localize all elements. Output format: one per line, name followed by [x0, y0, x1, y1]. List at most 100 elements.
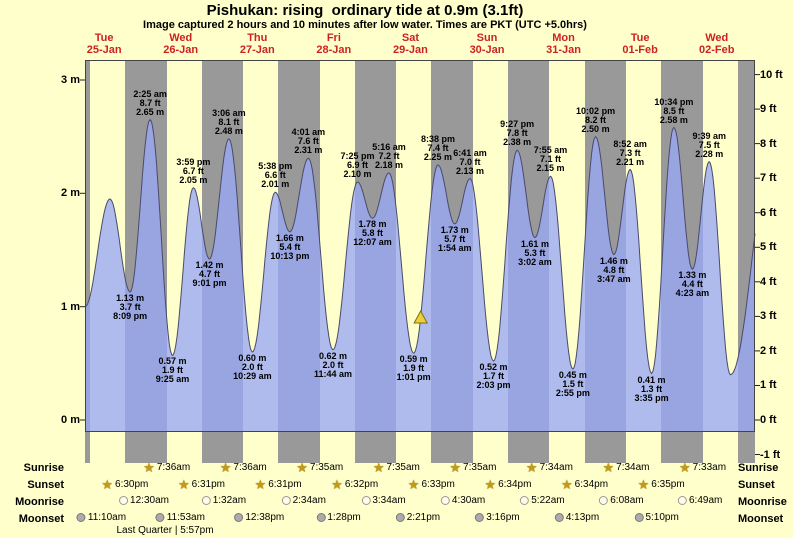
- sun-star-icon: ★: [219, 460, 232, 475]
- high-tide-annotation: 2:25 am 8.7 ft 2.65 m: [133, 88, 167, 117]
- low-tide-annotation: 1.46 m 4.8 ft 3:47 am: [597, 255, 631, 284]
- day-label: Wed 02-Feb: [698, 32, 735, 56]
- sun-star-icon: ★: [484, 477, 497, 492]
- sunset-entry: ★ 6:31pm: [178, 478, 225, 491]
- day-label: Fri 28-Jan: [316, 32, 352, 56]
- night-band: [85, 60, 91, 463]
- low-tide-annotation: 1.42 m 4.7 ft 9:01 pm: [192, 260, 227, 289]
- sunset-entry: ★ 6:34pm: [484, 478, 531, 491]
- sun-star-icon: ★: [296, 460, 308, 475]
- sun-star-icon: ★: [602, 460, 615, 475]
- moon-dark-icon: [554, 513, 564, 522]
- moonrise-time: 6:49am: [688, 495, 723, 506]
- moonset-entry: 12:38pm: [234, 512, 284, 523]
- feet-axis-label: 10 ft: [760, 68, 783, 81]
- moonrise-entry: 6:49am: [677, 495, 723, 506]
- moonset-entry: 1:28pm: [316, 512, 361, 523]
- moonset-entry: 5:10pm: [634, 512, 679, 523]
- low-tide-annotation: 1.33 m 4.4 ft 4:23 am: [675, 270, 710, 299]
- low-tide-annotation: 0.41 m 1.3 ft 3:35 pm: [634, 374, 669, 403]
- sunset-entry: ★ 6:30pm: [101, 478, 148, 491]
- sunset-time: 6:32pm: [344, 479, 379, 490]
- feet-axis-label: 8 ft: [760, 137, 777, 150]
- day-label: Mon 31-Jan: [546, 32, 581, 56]
- row-label-sunset-right: Sunset: [738, 479, 775, 491]
- sun-star-icon: ★: [407, 477, 420, 492]
- moonrise-time: 3:34am: [372, 495, 406, 506]
- feet-axis-label: 3 ft: [760, 310, 777, 323]
- moonset-entry: 4:13pm: [554, 512, 600, 523]
- sunset-time: 6:31pm: [268, 479, 302, 490]
- low-tide-annotation: 0.52 m 1.7 ft 2:03 pm: [476, 362, 511, 391]
- feet-axis-label: 5 ft: [760, 241, 777, 254]
- high-tide-annotation: 8:38 pm 7.4 ft 2.25 m: [420, 134, 455, 162]
- moonrise-time: 2:34am: [292, 495, 326, 506]
- sun-star-icon: ★: [177, 477, 190, 492]
- moon-light-icon: [520, 496, 530, 505]
- sunrise-time: 7:35am: [463, 462, 497, 473]
- high-tide-annotation: 3:06 am 8.1 ft 2.48 m: [212, 107, 246, 136]
- sun-star-icon: ★: [637, 477, 650, 492]
- sunset-time: 6:33pm: [421, 479, 455, 490]
- moonset-time: 11:53am: [166, 512, 205, 523]
- feet-axis-label: 2 ft: [760, 344, 777, 357]
- almanac-row-moonrise: Moonrise Moonrise 12:30am 1:32am 2:34am 3:34a…: [0, 494, 793, 511]
- day-label: Thu 27-Jan: [239, 32, 275, 56]
- sun-star-icon: ★: [143, 460, 155, 475]
- feet-axis-label: 0 ft: [760, 414, 777, 426]
- moonset-time: 4:13pm: [565, 512, 600, 523]
- high-tide-annotation: 9:39 am 7.5 ft 2.28 m: [692, 130, 726, 159]
- row-label-moonrise-right: Moonrise: [738, 496, 787, 508]
- high-tide-annotation: 10:34 pm 8.5 ft 2.58 m: [654, 96, 694, 125]
- moonset-entry: 2:21pm: [395, 512, 441, 523]
- moon-dark-icon: [395, 513, 405, 522]
- moon-dark-icon: [634, 513, 644, 522]
- row-label-moonset-right: Moonset: [738, 513, 784, 525]
- day-label: Wed 26-Jan: [163, 32, 199, 56]
- moon-dark-icon: [76, 513, 86, 522]
- sunrise-time: 7:35am: [309, 462, 344, 473]
- moonrise-entry: 2:34am: [281, 495, 326, 506]
- current-tide-marker: [413, 309, 428, 324]
- sunrise-entry: ★ 7:35am: [373, 461, 420, 474]
- low-tide-annotation: 0.45 m 1.5 ft 2:55 pm: [555, 370, 590, 398]
- moonrise-time: 6:08am: [610, 495, 644, 506]
- moonrise-entry: 12:30am: [119, 495, 169, 506]
- sun-star-icon: ★: [254, 477, 267, 492]
- page-subtitle: Image captured 2 hours and 10 minutes af…: [143, 19, 587, 31]
- moonset-time: 11:10am: [87, 512, 127, 523]
- sunset-time: 6:35pm: [651, 479, 685, 490]
- day-label: Tue 25-Jan: [86, 32, 122, 56]
- sunset-time: 6:34pm: [574, 479, 609, 490]
- moonset-time: 3:16pm: [486, 512, 520, 523]
- almanac-row-moonset: Moonset Moonset 11:10am 11:53am 12:38pm 1:28p…: [0, 511, 793, 528]
- day-label: Sun 30-Jan: [469, 32, 505, 56]
- low-tide-annotation: 1.61 m 5.3 ft 3:02 am: [518, 238, 552, 267]
- row-label-sunrise-right: Sunrise: [738, 462, 779, 474]
- moon-light-icon: [119, 496, 129, 505]
- page-title: Pishukan: rising ordinary tide at 0.9m (…: [206, 2, 524, 19]
- sun-star-icon: ★: [679, 460, 691, 475]
- moonset-entry: 11:53am: [155, 512, 205, 523]
- moonrise-entry: 3:34am: [361, 495, 406, 506]
- moonrise-time: 12:30am: [130, 495, 169, 506]
- low-tide-annotation: 1.66 m 5.4 ft 10:13 pm: [270, 232, 310, 261]
- row-label-sunrise-left: Sunrise: [23, 462, 64, 474]
- high-tide-annotation: 7:25 pm 6.9 ft 2.10 m: [340, 151, 375, 179]
- meter-axis-label: 2 m: [61, 187, 80, 200]
- high-tide-annotation: 10:02 pm 8.2 ft 2.50 m: [576, 105, 616, 134]
- moonset-time: 2:21pm: [406, 512, 441, 523]
- low-tide-annotation: 0.59 m 1.9 ft 1:01 pm: [396, 354, 431, 383]
- high-tide-annotation: 7:55 am 7.1 ft 2.15 m: [533, 145, 568, 174]
- moon-light-icon: [361, 496, 371, 505]
- sunset-entry: ★ 6:33pm: [408, 478, 455, 491]
- moon-light-icon: [440, 496, 450, 505]
- low-tide-annotation: 1.13 m 3.7 ft 8:09 pm: [113, 292, 148, 321]
- low-tide-annotation: 0.60 m 2.0 ft 10:29 am: [233, 353, 272, 381]
- sunset-entry: ★ 6:35pm: [638, 478, 685, 491]
- moonset-entry: 11:10am: [76, 512, 127, 523]
- high-tide-annotation: 6:41 am 7.0 ft 2.13 m: [453, 147, 487, 176]
- row-label-sunset-left: Sunset: [27, 479, 64, 491]
- low-tide-annotation: 0.62 m 2.0 ft 11:44 am: [313, 350, 352, 379]
